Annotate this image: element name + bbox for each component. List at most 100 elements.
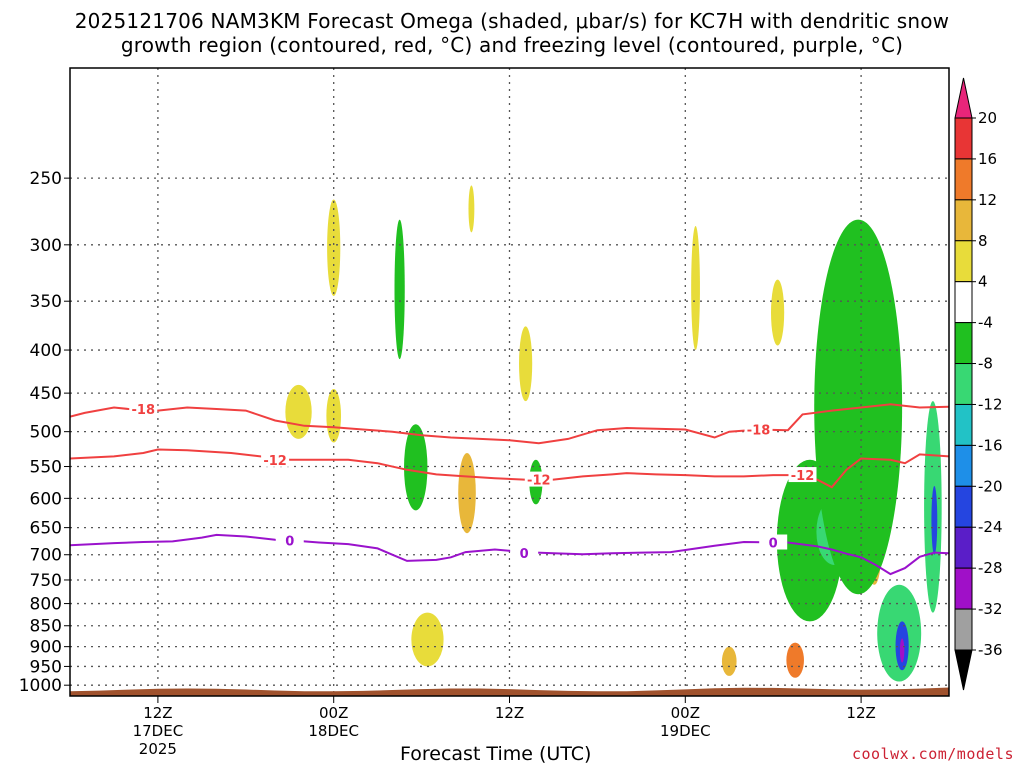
- y-tick-label-250: 250: [30, 169, 62, 189]
- colorbar-swatch-10: [954, 485, 973, 528]
- contour-label-1-2: -12: [791, 469, 815, 484]
- colorbar-swatch-1: [954, 117, 973, 160]
- contour-label-bg-1-1: [524, 471, 553, 487]
- y-tick-label-550: 550: [30, 458, 62, 478]
- contour-line-2: [70, 448, 949, 489]
- contour-line-3: [70, 533, 949, 576]
- x-tick-label-12-1: 17DEC: [133, 722, 184, 740]
- chart-title-line1: 2025121706 NAM3KM Forecast Omega (shaded…: [74, 9, 950, 33]
- y-tick-label-750: 750: [30, 571, 62, 591]
- contour-label-0-0: -18: [132, 403, 156, 418]
- y-tick-label-350: 350: [30, 292, 62, 312]
- contour-label-bg-1-0: [261, 451, 290, 467]
- omega-region-4: [468, 185, 475, 233]
- terrain-fill: [70, 687, 949, 696]
- omega-region-10: [721, 646, 737, 676]
- colorbar-label-0: 20: [978, 109, 997, 127]
- omega-colorbar: 20 16 12 8 4 -4 -8 -12 -16 -20 -24 -28 -32 -36: [954, 77, 1003, 691]
- colorbar-label-6: -8: [978, 355, 993, 373]
- colorbar-swatch-2: [954, 158, 973, 201]
- contour-label-2-1: 0: [520, 547, 529, 562]
- contour-label-1-1: -12: [527, 474, 551, 489]
- x-tick-label-12-2: 2025: [139, 740, 177, 758]
- contour-label-bg-2-1: [510, 545, 539, 561]
- x-tick-label-24-1: 18DEC: [308, 722, 359, 740]
- y-tick-label-950: 950: [30, 657, 62, 677]
- omega-region-9: [771, 279, 785, 346]
- contour-label-2-0: 0: [285, 534, 294, 549]
- colorbar-swatch-8: [954, 403, 973, 446]
- colorbar-swatch-3: [954, 199, 973, 242]
- colorbar-top-arrow: [954, 77, 973, 119]
- colorbar-label-9: -20: [978, 477, 1003, 495]
- colorbar-swatch-11: [954, 526, 973, 569]
- colorbar-label-2: 12: [978, 191, 997, 209]
- y-tick-label-1000: 1000: [19, 676, 62, 696]
- colorbar-label-1: 16: [978, 150, 997, 168]
- contour-label-bg-2-2: [759, 534, 788, 550]
- x-tick-label-48-1: 19DEC: [660, 722, 711, 740]
- omega-region-8: [691, 226, 700, 351]
- terrain-surface: [70, 687, 949, 696]
- omega-region-14: [404, 424, 428, 511]
- y-tick-label-650: 650: [30, 519, 62, 539]
- y-tick-label-600: 600: [30, 489, 62, 509]
- temperature-contours: -18 -18 -12 -12 -12 0 0 0: [70, 401, 949, 576]
- colorbar-swatch-13: [954, 608, 973, 651]
- x-tick-label-36-0: 12Z: [495, 704, 524, 722]
- y-tick-label-800: 800: [30, 595, 62, 615]
- colorbar-label-10: -24: [978, 518, 1003, 536]
- x-tick-label-60-0: 12Z: [846, 704, 875, 722]
- watermark: coolwx.com/models: [851, 745, 1014, 763]
- contour-line-1: [70, 403, 949, 445]
- omega-region-24: [931, 485, 938, 555]
- contour-label-bg-2-0: [275, 532, 304, 548]
- omega-region-3: [326, 389, 342, 443]
- x-axis-label: Forecast Time (UTC): [400, 743, 592, 765]
- x-tick-label-12-0: 12Z: [143, 704, 172, 722]
- colorbar-swatch-12: [954, 567, 973, 610]
- chart-title-line2: growth region (contoured, red, °C) and f…: [120, 33, 904, 57]
- contour-label-bg-1-2: [788, 467, 817, 483]
- colorbar-swatch-7: [954, 363, 973, 405]
- y-tick-label-900: 900: [30, 638, 62, 658]
- y-axis-ticks: 2503003504004505005506006507007508008509…: [19, 169, 70, 696]
- omega-region-7: [411, 612, 444, 667]
- y-tick-label-500: 500: [30, 423, 62, 443]
- colorbar-swatch-6: [954, 322, 973, 365]
- contour-label-1-0: -12: [263, 454, 287, 469]
- contour-label-2-2: 0: [769, 537, 778, 552]
- omega-region-13: [394, 219, 405, 360]
- colorbar-label-8: -16: [978, 436, 1003, 454]
- omega-region-5: [519, 326, 533, 402]
- x-tick-label-48-0: 00Z: [671, 704, 700, 722]
- y-tick-label-850: 850: [30, 617, 62, 637]
- contour-label-bg-0-0: [129, 401, 158, 417]
- y-tick-label-450: 450: [30, 384, 62, 404]
- y-tick-label-300: 300: [30, 236, 62, 256]
- colorbar-label-4: 4: [978, 273, 988, 291]
- colorbar-label-7: -12: [978, 395, 1003, 413]
- colorbar-label-12: -32: [978, 600, 1003, 618]
- colorbar-swatch-5: [954, 281, 973, 324]
- omega-shading: [285, 185, 942, 682]
- omega-region-22: [899, 638, 905, 663]
- colorbar-swatch-4: [954, 240, 973, 283]
- colorbar-label-13: -36: [978, 641, 1003, 659]
- omega-region-2: [285, 384, 312, 439]
- contour-label-0-1: -18: [747, 423, 771, 438]
- colorbar-label-3: 8: [978, 232, 988, 250]
- colorbar-bottom-arrow: [954, 649, 973, 691]
- colorbar-swatch-9: [954, 444, 973, 487]
- colorbar-label-11: -28: [978, 559, 1003, 577]
- x-tick-label-24-0: 00Z: [319, 704, 348, 722]
- y-tick-label-700: 700: [30, 546, 62, 566]
- omega-region-1: [327, 199, 341, 296]
- colorbar-label-5: -4: [978, 314, 993, 332]
- omega-region-6: [458, 452, 476, 534]
- contour-label-bg-0-1: [744, 421, 773, 437]
- y-tick-label-400: 400: [30, 341, 62, 361]
- omega-region-11: [786, 642, 804, 678]
